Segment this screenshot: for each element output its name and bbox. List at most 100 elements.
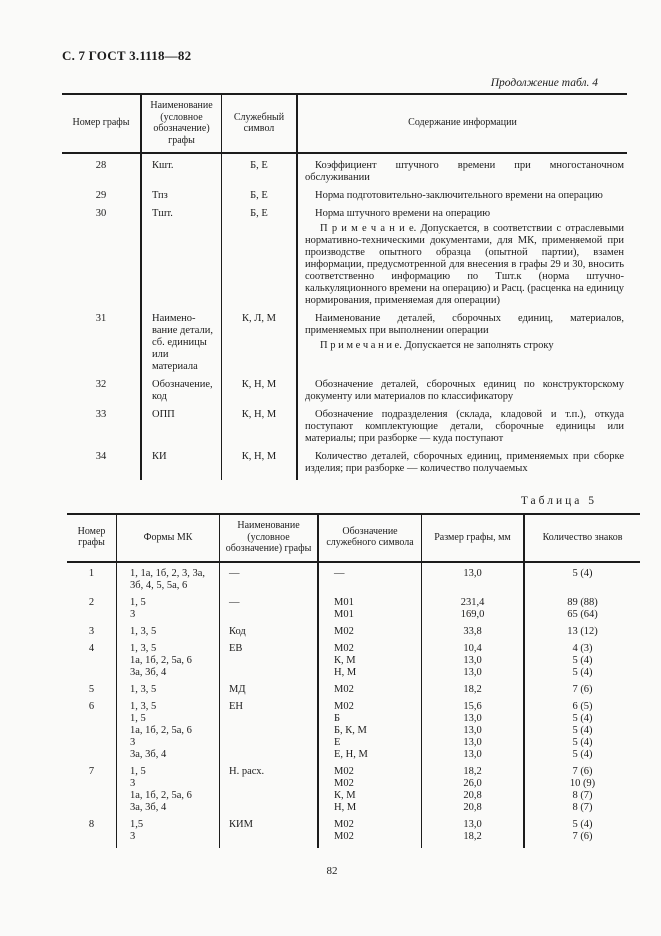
cell-symbol: М01 bbox=[317, 608, 421, 621]
cell-forms: 1,5 bbox=[116, 813, 219, 831]
table-row: 7 1, 5 Н. расх. М02 18,2 7 (6) bbox=[67, 760, 640, 778]
cell-num: 1 bbox=[88, 567, 95, 579]
cell-size: 15,6 bbox=[421, 695, 523, 713]
cell-name: КИ bbox=[140, 445, 221, 480]
cell-name: ОПП bbox=[140, 403, 221, 445]
cell-forms: 1, 3, 5 bbox=[116, 620, 219, 638]
cell-chars: 7 (6) bbox=[523, 678, 640, 696]
cell-name: Обозначе­ние, код bbox=[140, 373, 221, 403]
cell-size: 33,8 bbox=[421, 620, 523, 638]
cell-name: МД bbox=[219, 678, 317, 696]
cell-symbol: Б, Е bbox=[221, 154, 296, 184]
cell-chars: 89 (88) bbox=[523, 591, 640, 609]
cell-symbol: К, М bbox=[317, 789, 421, 802]
cell-chars: 8 (7) bbox=[523, 789, 640, 802]
cell-symbol: Б, Е bbox=[221, 184, 296, 202]
cell-forms: 3б, 4, 5, 5а, 6 bbox=[116, 579, 219, 592]
cell-symbol: М02 bbox=[317, 678, 421, 696]
table-row-line: 3 М02 26,0 10 (9) bbox=[67, 777, 640, 790]
cell-num: 3 bbox=[88, 625, 95, 637]
cell-size: 10,4 bbox=[421, 637, 523, 655]
cell-forms: 3а, 3б, 4 bbox=[116, 666, 219, 679]
table-row: 31 Наимено­вание дета­ли, сб. еди­ницы и… bbox=[62, 307, 627, 373]
table-row: 28 Кшт. Б, Е Коэффициент штучного времен… bbox=[62, 154, 627, 184]
cell-symbol: Н, М bbox=[317, 666, 421, 679]
cell-forms: 1, 5 bbox=[116, 712, 219, 725]
cell-forms: 1, 3, 5 bbox=[116, 695, 219, 713]
page-title: С. 7 ГОСТ 3.1118—82 bbox=[62, 48, 192, 63]
cell-chars: 10 (9) bbox=[523, 777, 640, 790]
cell-num: 31 bbox=[95, 313, 107, 324]
cell-chars: 8 (7) bbox=[523, 801, 640, 814]
cell-name: — bbox=[219, 562, 317, 580]
cell-name: — bbox=[219, 591, 317, 609]
table-row: 2 1, 5 — М01 231,4 89 (88) bbox=[67, 591, 640, 609]
table-row: 1 1, 1а, 1б, 2, 3, 3а, — — 13,0 5 (4) bbox=[67, 562, 640, 580]
cell-chars: 4 (3) bbox=[523, 637, 640, 655]
cell-size: 13,0 bbox=[421, 562, 523, 580]
table-row-line: 3 М02 18,2 7 (6) bbox=[67, 830, 640, 848]
cell-symbol: М02 bbox=[317, 637, 421, 655]
table4-caption: Продолжение табл. 4 bbox=[490, 77, 598, 89]
cell-symbol: К, М bbox=[317, 654, 421, 667]
cell-name: Тпз bbox=[140, 184, 221, 202]
table-row-line: 1а, 1б, 2, 5а, 6 К, М 20,8 8 (7) bbox=[67, 789, 640, 802]
table-row: 34 КИ К, Н, М Количество деталей, сбороч… bbox=[62, 445, 627, 480]
content-paragraph: Норма штучного времени на операцию bbox=[315, 208, 491, 219]
cell-symbol: Б, К, М bbox=[317, 724, 421, 737]
cell-size: 20,8 bbox=[421, 801, 523, 814]
cell-symbol: К, Н, М bbox=[221, 445, 296, 480]
cell-size: 13,0 bbox=[421, 712, 523, 725]
cell-num: 5 bbox=[88, 683, 95, 695]
cell-num: 32 bbox=[95, 379, 107, 390]
cell-name: КИМ bbox=[219, 813, 317, 831]
cell-name: ЕН bbox=[219, 695, 317, 713]
cell-forms: 1а, 1б, 2, 5а, 6 bbox=[116, 789, 219, 802]
cell-chars: 5 (4) bbox=[523, 748, 640, 761]
cell-size: 13,0 bbox=[421, 666, 523, 679]
cell-symbol: М01 bbox=[317, 591, 421, 609]
cell-num: 8 bbox=[88, 818, 95, 830]
cell-symbol: М02 bbox=[317, 760, 421, 778]
cell-size: 13,0 bbox=[421, 654, 523, 667]
table-row-line: 1а, 1б, 2, 5а, 6 К, М 13,0 5 (4) bbox=[67, 654, 640, 667]
cell-forms: 3 bbox=[116, 830, 219, 848]
cell-num: 4 bbox=[88, 642, 95, 654]
cell-forms: 3а, 3б, 4 bbox=[116, 748, 219, 761]
cell-symbol: К, Л, М bbox=[221, 307, 296, 373]
cell-symbol: М02 bbox=[317, 620, 421, 638]
cell-symbol: К, Н, М bbox=[221, 403, 296, 445]
cell-symbol: Е, Н, М bbox=[317, 748, 421, 761]
table5-header-size: Размер графы, мм bbox=[421, 515, 523, 563]
cell-num: 30 bbox=[95, 208, 107, 219]
cell-num: 6 bbox=[88, 700, 95, 712]
cell-content: Коэффициент штучного времени при многост… bbox=[296, 154, 627, 184]
cell-symbol: — bbox=[317, 562, 421, 580]
content-paragraph: Количество деталей, сборочных единиц, пр… bbox=[305, 451, 624, 474]
cell-symbol: М02 bbox=[317, 830, 421, 848]
cell-content: Количество деталей, сборочных единиц, пр… bbox=[296, 445, 627, 480]
cell-symbol: М02 bbox=[317, 813, 421, 831]
table-row-line: 1а, 1б, 2, 5а, 6 Б, К, М 13,0 5 (4) bbox=[67, 724, 640, 737]
cell-size: 13,0 bbox=[421, 813, 523, 831]
table-row: 32 Обозначе­ние, код К, Н, М Обозначение… bbox=[62, 373, 627, 403]
cell-symbol: Б bbox=[317, 712, 421, 725]
cell-content: Норма штучного времени на операцию П р и… bbox=[296, 202, 627, 307]
cell-content: Обозначение подразделения (склада, кладо… bbox=[296, 403, 627, 445]
cell-num: 28 bbox=[95, 160, 107, 171]
content-paragraph: Обозначение подразделения (склада, кладо… bbox=[305, 409, 624, 444]
cell-chars: 5 (4) bbox=[523, 654, 640, 667]
table5-header-forms: Формы МК bbox=[116, 515, 219, 563]
table4-header-row: Номер графы Наименование (условное обозн… bbox=[62, 95, 627, 154]
cell-chars: 5 (4) bbox=[523, 562, 640, 580]
table-row-line: 3 М01 169,0 65 (64) bbox=[67, 608, 640, 621]
cell-content: Наименование деталей, сборочных единиц, … bbox=[296, 307, 627, 373]
table5-header-row: Номер графы Формы МК Наименование (услов… bbox=[67, 515, 640, 563]
cell-symbol: К, Н, М bbox=[221, 373, 296, 403]
cell-chars: 5 (4) bbox=[523, 724, 640, 737]
cell-forms: 1, 1а, 1б, 2, 3, 3а, bbox=[116, 562, 219, 580]
table4-header-name: Наименование (условное обозначение) граф… bbox=[140, 95, 221, 154]
cell-name: Наимено­вание дета­ли, сб. еди­ницы или … bbox=[140, 307, 221, 373]
cell-size: 18,2 bbox=[421, 830, 523, 848]
cell-chars: 7 (6) bbox=[523, 760, 640, 778]
